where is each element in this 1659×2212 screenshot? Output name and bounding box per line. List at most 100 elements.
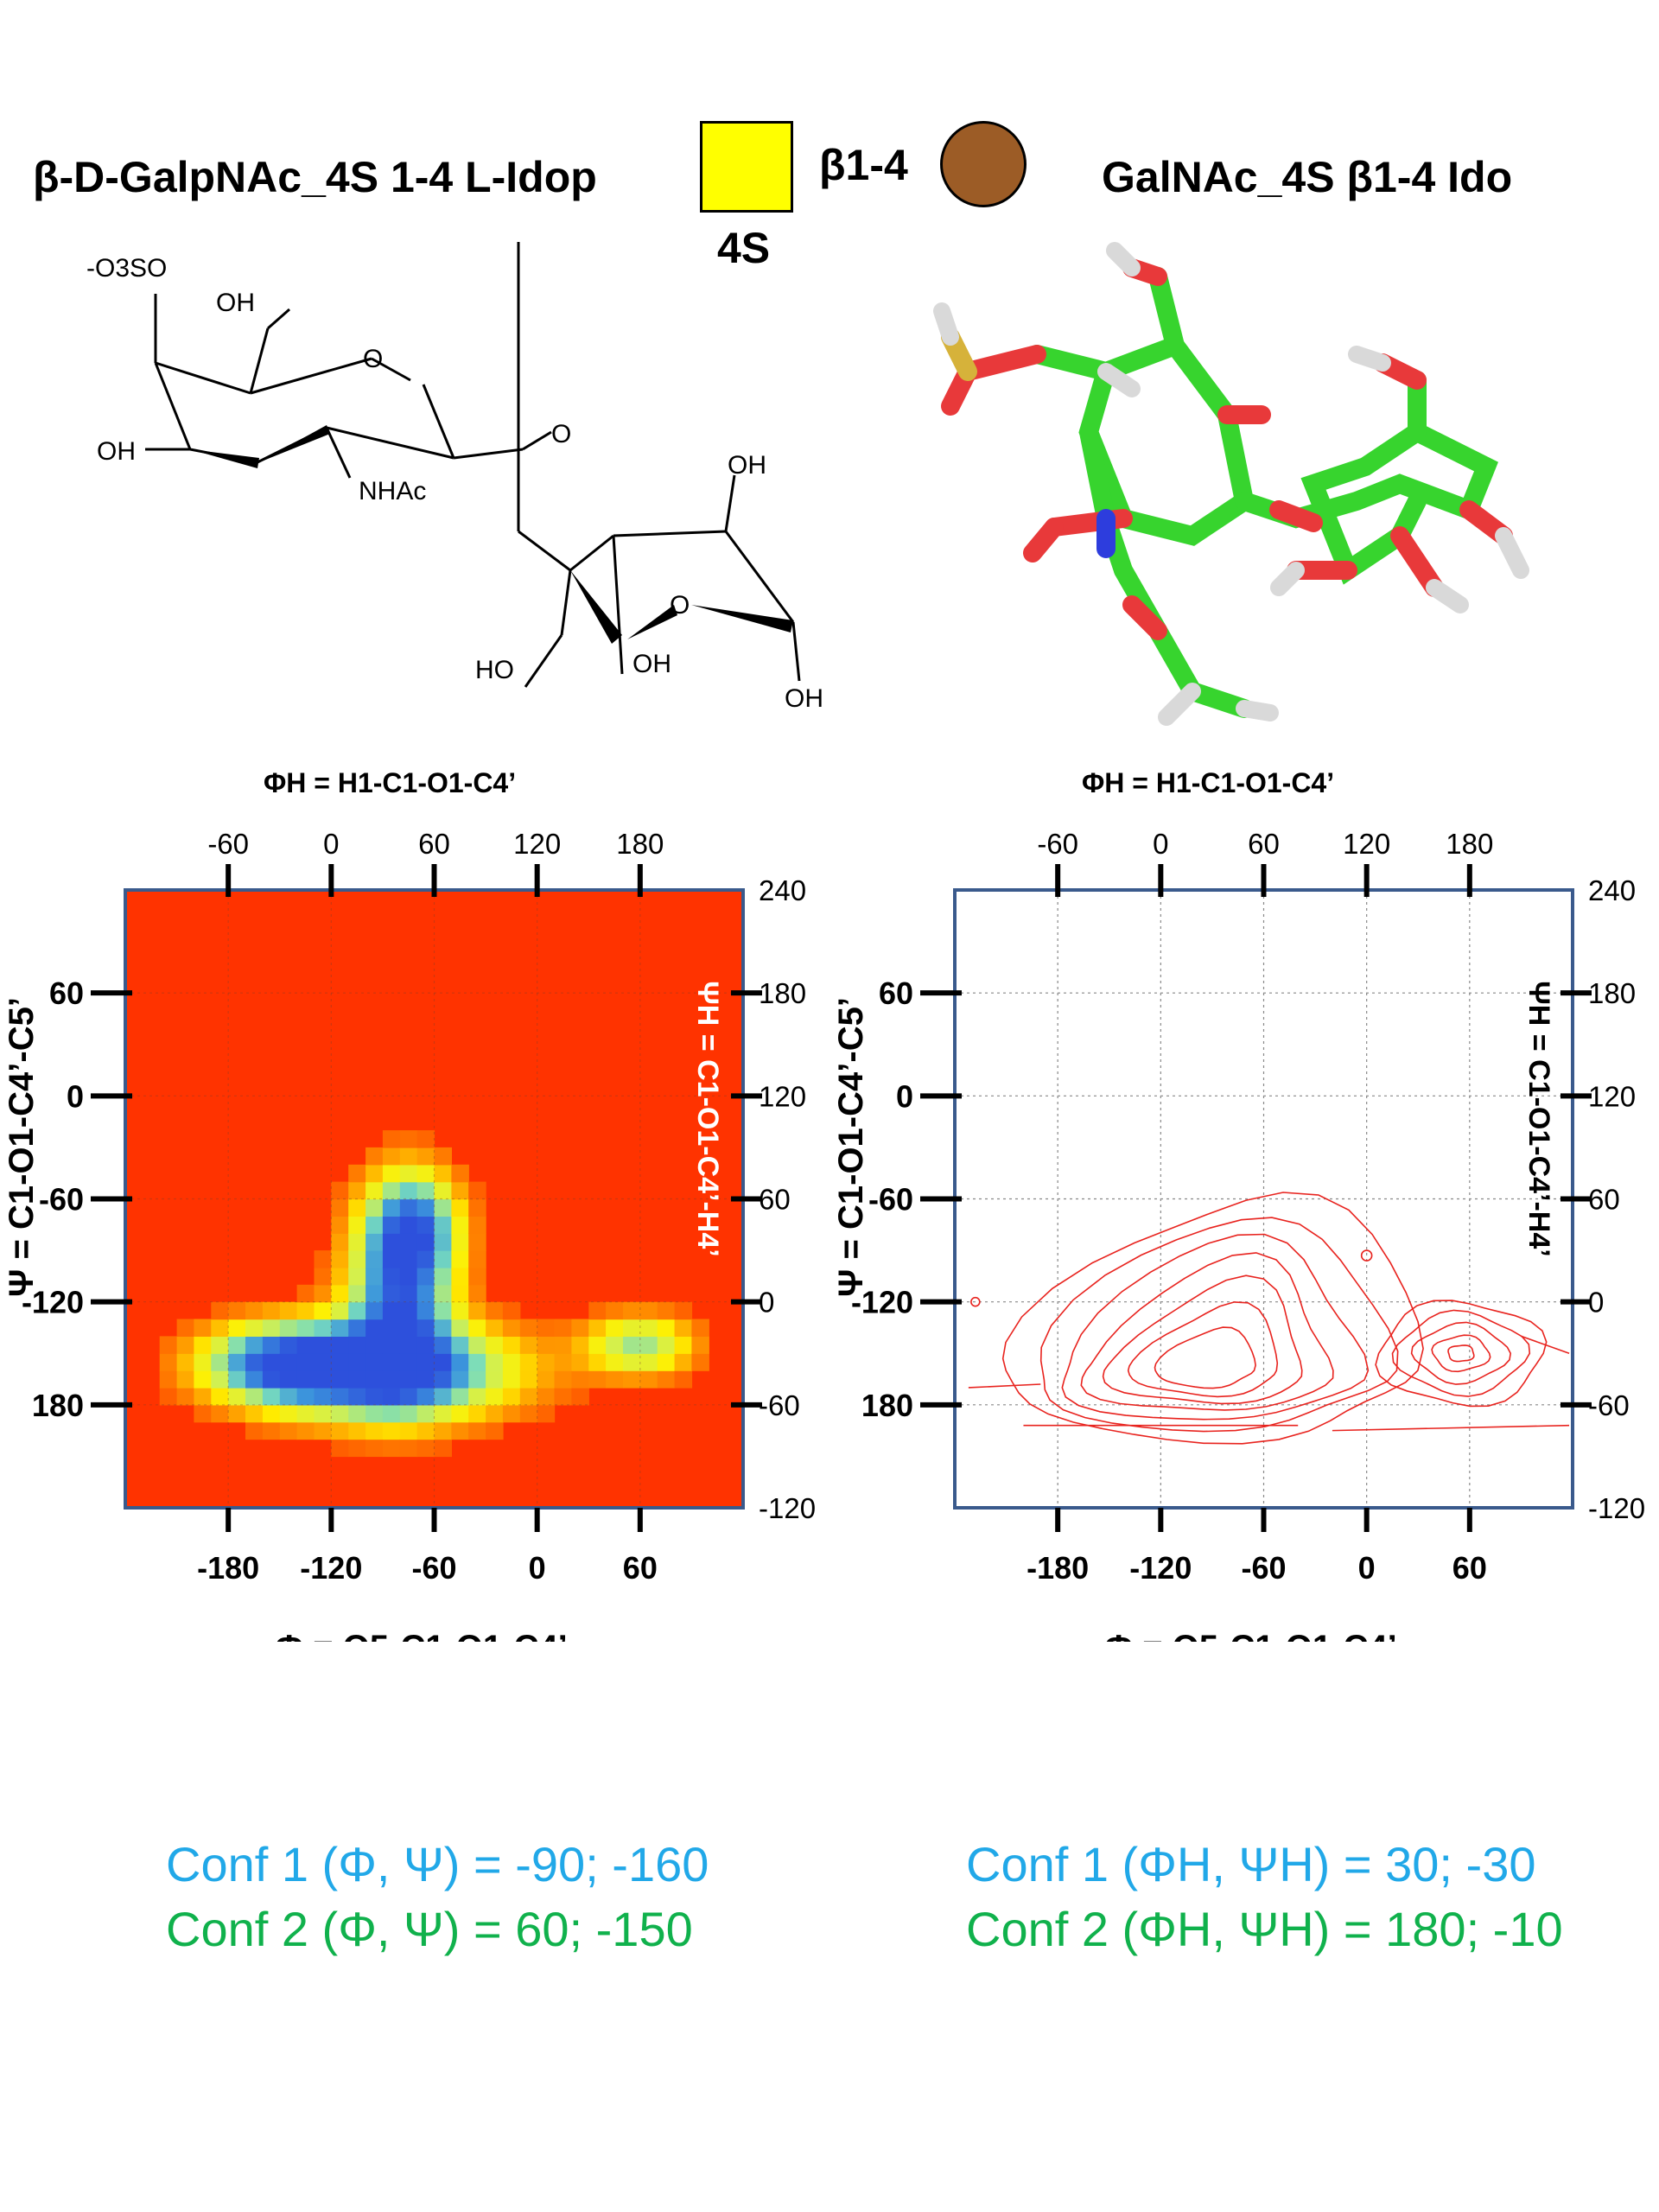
heatmap-cell: [365, 1164, 384, 1183]
heatmap-cell: [348, 1233, 366, 1251]
heatmap-cell: [399, 1130, 418, 1148]
heatmap-cell: [606, 1336, 624, 1354]
heatmap-cell: [314, 1421, 332, 1440]
x-tick-label: 60: [623, 1550, 658, 1586]
grid: [125, 890, 743, 1508]
heatmap-cell: [451, 1301, 469, 1320]
heatmap-cell: [416, 1130, 435, 1148]
chemical-structure: -O3SO OH O OH NHAc O OH O HO OH OH: [86, 242, 823, 713]
heatmap-cell: [486, 1336, 504, 1354]
heatmap-cell: [657, 1301, 676, 1320]
y2-tick-label: -60: [759, 1389, 800, 1421]
heatmap-cell: [451, 1233, 469, 1251]
heatmap-cell: [262, 1370, 281, 1389]
heatmap-cell: [399, 1353, 418, 1371]
left-conf2-text: Conf 2 (Φ, Ψ) = 60; -150: [166, 1902, 693, 1956]
heatmap-cell: [657, 1353, 676, 1371]
heatmap-cell: [296, 1388, 315, 1406]
heatmap-cell: [194, 1404, 212, 1423]
heatmap-cell: [245, 1301, 264, 1320]
heatmap-cell: [606, 1301, 624, 1320]
x-tick-label: -180: [197, 1550, 259, 1586]
heatmap-cell: [468, 1388, 486, 1406]
heatmap-cell: [623, 1301, 641, 1320]
heatmap-cell: [588, 1319, 607, 1337]
heatmap-cell: [416, 1301, 435, 1320]
y2-tick-label: 0: [759, 1287, 774, 1319]
heatmap-cell: [657, 1336, 676, 1354]
heatmap-cell: [262, 1421, 281, 1440]
heatmap-cell: [279, 1353, 298, 1371]
heatmap-cell: [451, 1198, 469, 1217]
heatmap-cell: [245, 1404, 264, 1423]
y2-tick-label: -120: [759, 1492, 816, 1524]
heatmap-cell: [434, 1164, 452, 1183]
heatmap-cell: [314, 1301, 332, 1320]
heatmap-cell: [519, 1388, 538, 1406]
heatmap-cell: [348, 1421, 366, 1440]
heatmap-cell: [314, 1336, 332, 1354]
heatmap-cell: [451, 1353, 469, 1371]
heatmap-cell: [468, 1336, 486, 1354]
x2-tick-label: 60: [418, 828, 450, 860]
heatmap-cell: [348, 1388, 366, 1406]
heatmap-cell: [348, 1336, 366, 1354]
heatmap-cell: [502, 1404, 521, 1423]
heatmap-cell: [331, 1336, 349, 1354]
heatmap-cell: [623, 1336, 641, 1354]
heatmap-cell: [416, 1388, 435, 1406]
heatmap-cell: [416, 1164, 435, 1183]
heatmap-cell: [382, 1336, 401, 1354]
heatmap-cell: [211, 1388, 229, 1406]
heatmap-cell: [399, 1181, 418, 1200]
heatmap-cell: [211, 1301, 229, 1320]
heatmap-cell: [434, 1319, 452, 1337]
right-conf1-text: Conf 1 (ΦH, ΨH) = 30; -30: [966, 1837, 1536, 1891]
heatmap-cell: [416, 1353, 435, 1371]
y2-tick-label: -60: [1588, 1389, 1630, 1421]
contour-level: [970, 1296, 981, 1307]
heatmap-cell: [537, 1388, 556, 1406]
heatmap-cell: [674, 1370, 693, 1389]
heatmap-cell: [211, 1370, 229, 1389]
heatmap-cell: [365, 1353, 384, 1371]
heatmap-cell: [468, 1421, 486, 1440]
heatmap-cell: [416, 1319, 435, 1337]
heatmap-cell: [228, 1370, 246, 1389]
molecule-3d-model: [933, 242, 1529, 726]
heatmap-cell: [434, 1267, 452, 1286]
heatmap-cell: [674, 1336, 693, 1354]
contour-lines: [968, 1192, 1570, 1445]
y2-axis-label: ΨH = C1-O1-C4’-H4’: [1522, 981, 1555, 1256]
heatmap-cell: [451, 1181, 469, 1200]
heatmap-cell: [451, 1319, 469, 1337]
x-tick-label: 0: [1358, 1550, 1376, 1586]
heatmap-cell: [554, 1388, 572, 1406]
heatmap-cell: [588, 1301, 607, 1320]
heatmap-cells: [159, 1130, 709, 1458]
heatmap-cell: [554, 1336, 572, 1354]
heatmap-cell: [348, 1301, 366, 1320]
heatmap-cell: [537, 1353, 556, 1371]
heatmap-cell: [416, 1250, 435, 1268]
structure-label: OH: [216, 289, 255, 317]
heatmap-cell: [348, 1439, 366, 1458]
x2-tick-label: -60: [207, 828, 249, 860]
heatmap-cell: [348, 1284, 366, 1303]
x-tick-label: -180: [1027, 1550, 1089, 1586]
x-axis-label: Φ = O5-C1-O1-C4’: [1104, 1629, 1396, 1642]
heatmap-cell: [468, 1181, 486, 1200]
heatmap-cell: [382, 1319, 401, 1337]
heatmap-cell: [416, 1181, 435, 1200]
heatmap-cell: [519, 1370, 538, 1389]
grid: [955, 890, 1573, 1508]
heatmap-cell: [176, 1370, 195, 1389]
contour-level: [1102, 1274, 1303, 1405]
heatmap-cell: [245, 1370, 264, 1389]
heatmap-cell: [537, 1404, 556, 1423]
structure-label: NHAc: [359, 477, 426, 505]
y-tick-label: -60: [868, 1182, 913, 1217]
heatmap-cell: [554, 1370, 572, 1389]
heatmap-cell: [314, 1319, 332, 1337]
heatmap-cell: [451, 1216, 469, 1234]
